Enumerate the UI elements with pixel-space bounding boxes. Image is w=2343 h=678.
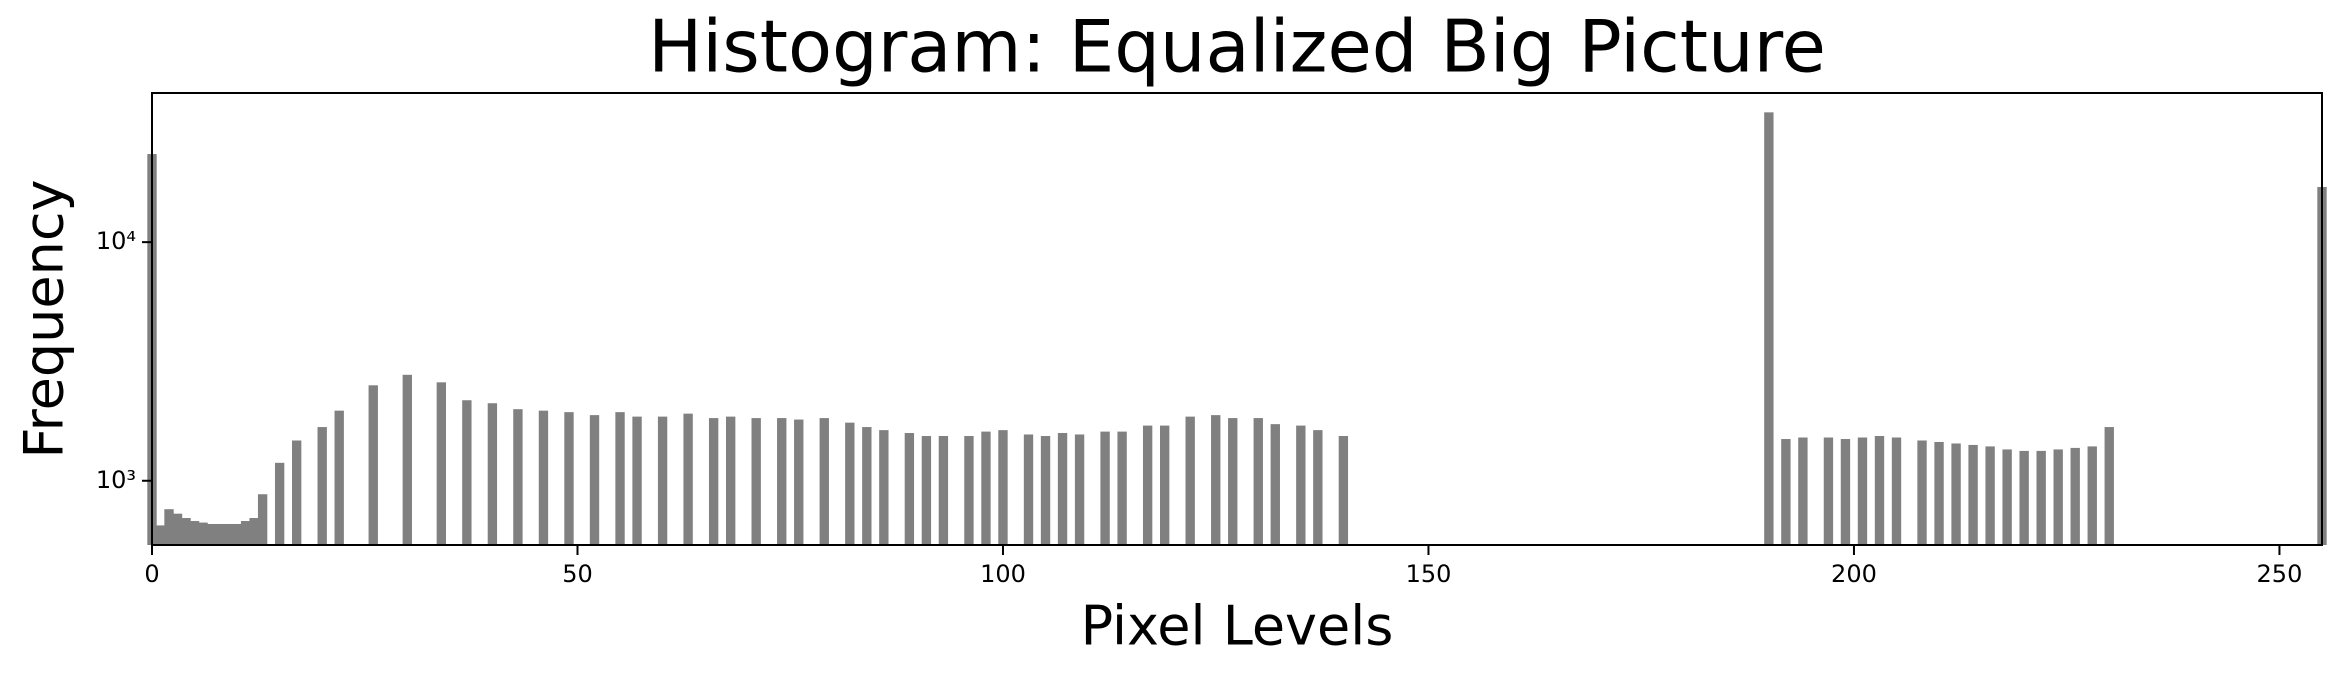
bar — [1764, 112, 1774, 545]
bar — [1185, 416, 1195, 545]
bar — [632, 416, 642, 545]
bar — [2002, 449, 2012, 545]
bar — [751, 418, 761, 545]
x-tick-label: 0 — [144, 560, 159, 588]
x-axis-label: Pixel Levels — [1081, 595, 1394, 658]
bar — [189, 521, 200, 545]
bar — [164, 509, 174, 545]
bar — [589, 415, 600, 545]
bar — [513, 409, 523, 545]
bar — [1296, 425, 1306, 545]
bar — [921, 436, 932, 545]
bar — [1781, 439, 1791, 545]
x-tick-label: 100 — [980, 560, 1026, 588]
bar — [368, 385, 378, 545]
chart-title: Histogram: Equalized Big Picture — [648, 5, 1826, 89]
bar — [794, 419, 804, 545]
bar — [198, 522, 208, 545]
bar — [657, 416, 668, 545]
bar — [1211, 415, 1221, 545]
y-tick-label: 10³ — [96, 466, 136, 494]
bar — [862, 427, 872, 545]
bar — [2036, 450, 2046, 545]
bar — [249, 518, 259, 545]
bar — [904, 433, 915, 545]
bar — [1074, 434, 1085, 545]
bar — [215, 523, 225, 545]
bar — [1142, 425, 1153, 545]
bar — [232, 523, 242, 545]
bar — [725, 416, 736, 545]
bar — [2070, 447, 2080, 545]
bar — [1023, 434, 1034, 545]
bar — [1270, 424, 1280, 545]
bar — [564, 412, 574, 545]
y-axis-label: Frequency — [13, 180, 76, 459]
bar — [206, 523, 217, 545]
bar — [2019, 450, 2029, 545]
x-tick-label: 50 — [562, 560, 593, 588]
bar — [964, 436, 974, 545]
bar — [240, 521, 251, 545]
bar — [257, 494, 268, 545]
bar — [998, 430, 1008, 545]
bar — [777, 418, 787, 545]
bar — [1874, 436, 1885, 545]
bar — [1313, 430, 1323, 545]
bar — [317, 427, 327, 545]
bar — [1917, 440, 1927, 545]
plot-frame — [151, 92, 2323, 546]
bar — [1891, 437, 1902, 545]
bar — [1934, 441, 1944, 545]
bar — [938, 436, 949, 545]
bar — [1840, 439, 1851, 545]
bar — [683, 413, 693, 545]
bar — [334, 410, 344, 545]
bar — [1823, 437, 1834, 545]
bar — [1117, 431, 1127, 545]
bar — [462, 400, 472, 545]
bar — [845, 422, 855, 545]
bar — [291, 440, 302, 545]
bar — [2053, 449, 2063, 545]
bar — [2087, 446, 2097, 545]
bar — [436, 382, 447, 545]
bar — [1857, 437, 1868, 545]
bar — [172, 513, 183, 545]
bar — [1985, 446, 1995, 545]
bar — [1159, 425, 1170, 545]
bar — [487, 403, 498, 545]
bar — [223, 523, 234, 545]
bar — [1228, 418, 1238, 545]
bar — [879, 430, 889, 545]
bar — [2104, 427, 2114, 545]
bar — [402, 374, 412, 545]
bar — [615, 412, 625, 545]
bar — [155, 525, 166, 545]
bar — [1798, 437, 1808, 545]
bar — [1057, 433, 1068, 545]
bar — [181, 518, 191, 545]
bar — [1951, 443, 1961, 545]
bar — [981, 431, 991, 545]
bar — [819, 418, 829, 545]
bar — [1100, 431, 1110, 545]
bar — [708, 418, 719, 545]
bar — [1253, 418, 1263, 545]
x-tick-label: 250 — [2257, 560, 2303, 588]
bar — [1338, 436, 1349, 545]
y-tick-label: 10⁴ — [96, 227, 136, 255]
bar — [1040, 436, 1051, 545]
x-tick-label: 150 — [1406, 560, 1452, 588]
bar — [1968, 444, 1978, 545]
bar — [274, 462, 285, 545]
x-tick-label: 200 — [1831, 560, 1877, 588]
bar — [538, 410, 549, 545]
